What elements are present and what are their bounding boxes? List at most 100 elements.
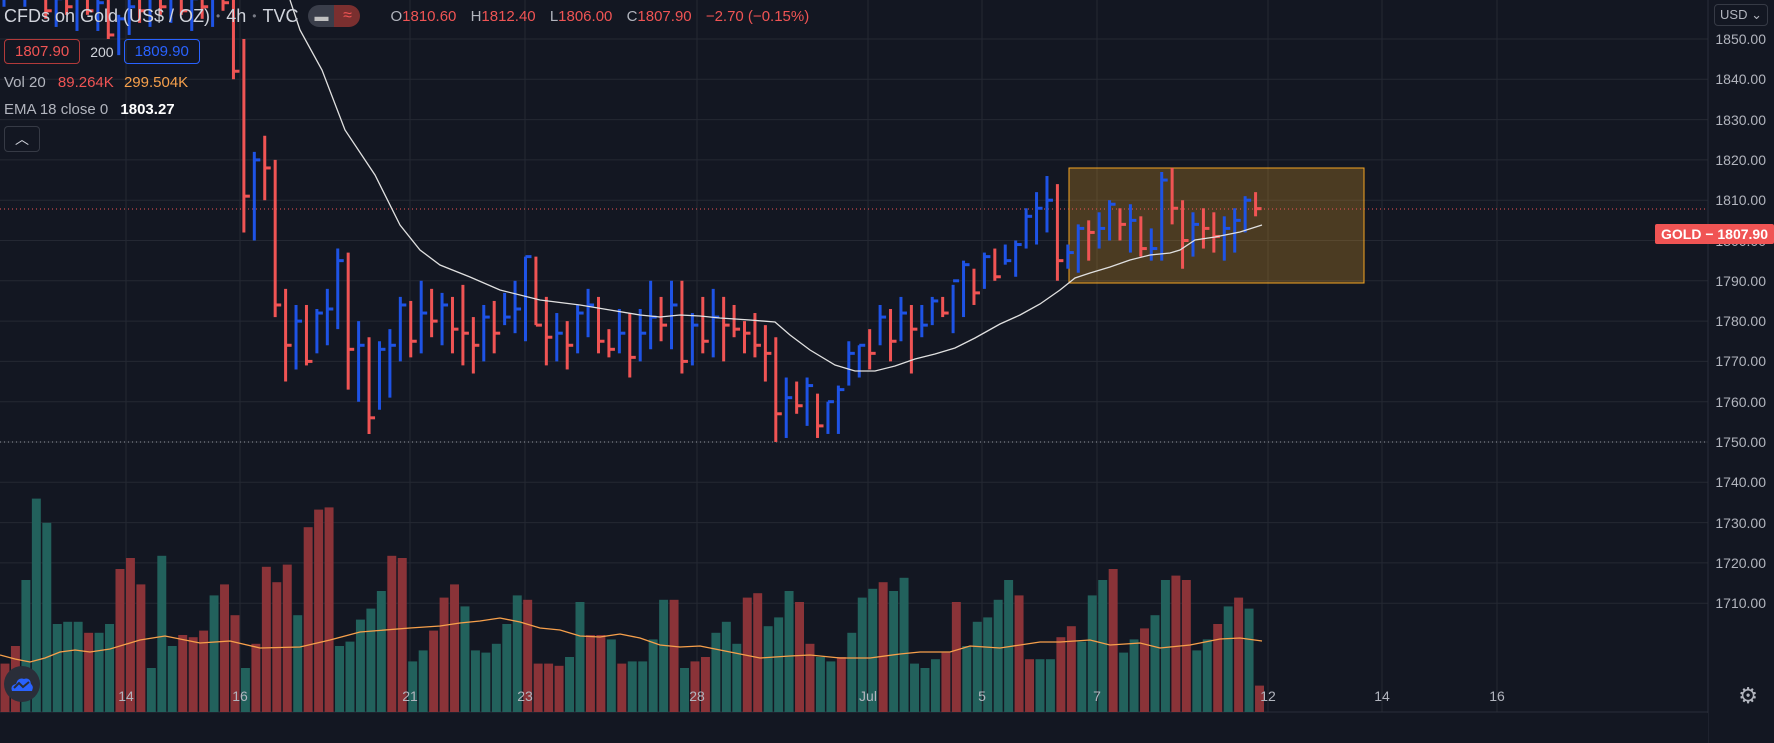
hide-icon[interactable]: ▬ [308,5,335,27]
volume-bar [146,668,156,712]
cloud-chart-icon [11,678,33,691]
ohlc-values: O1810.60 H1812.40 L1806.00 C1807.90 −2.7… [390,8,819,25]
ema-label: EMA 18 close 0 [4,101,109,118]
volume-bar [763,626,773,712]
separator-dot: • [252,9,257,23]
volume-bar [606,639,616,712]
volume-bar [554,665,564,712]
sell-button[interactable]: 1807.90 [4,39,81,64]
price-tick-label: 1770.00 [1715,353,1766,370]
volume-bar [345,641,355,712]
price-tick-label: 1710.00 [1715,595,1766,612]
volume-bar [324,507,334,712]
price-tick-label: 1790.00 [1715,272,1766,289]
currency-dropdown[interactable]: USD ⌄ [1714,4,1768,26]
volume-bar [1129,639,1139,712]
volume-ma-value: 299.504K [123,74,189,91]
volume-bar [42,522,52,712]
collapse-legend-button[interactable]: ︿ [4,126,40,152]
volume-bar [376,591,386,712]
volume-bar [920,668,930,712]
volume-bar [125,558,135,712]
volume-bar [889,591,899,712]
volume-bar [1171,575,1181,712]
volume-bar [105,624,114,712]
tradingview-logo[interactable] [4,666,40,702]
volume-bar [1066,626,1076,712]
volume-bar [1213,624,1223,712]
interval-label[interactable]: 4h [226,5,247,26]
volume-bar [826,661,836,712]
volume-bar [52,624,62,712]
volume-bar [491,643,501,712]
volume-bar [972,621,982,712]
volume-bar [659,599,669,712]
volume-bar [732,643,742,712]
time-tick-label: 28 [689,688,705,704]
last-price-label: GOLD − 1807.90 [1654,224,1774,244]
volume-bar [450,584,459,712]
volume-bar [31,498,41,712]
volume-bar [1150,615,1160,712]
ema-legend[interactable]: EMA 18 close 0 1803.27 [4,101,819,118]
separator-dot: • [216,9,221,23]
volume-bar [1035,659,1045,712]
volume-bar [21,580,31,712]
volume-bar [199,630,209,712]
volume-bar [188,637,198,712]
volume-bar [73,621,83,712]
time-tick-label: 16 [232,688,248,704]
volume-bar [1004,580,1014,712]
volume-bar [1077,641,1087,712]
buy-button[interactable]: 1809.90 [123,39,200,64]
volume-bar [293,615,303,712]
volume-bar [585,635,595,712]
volume-bar [753,593,763,712]
gear-icon[interactable]: ⚙ [1738,683,1758,708]
volume-bar [1223,606,1233,712]
volume-bar [282,564,292,712]
volume-bar [439,597,449,712]
price-tick-label: 1830.00 [1715,111,1766,128]
volume-bar [523,599,533,712]
volume-bar [836,657,846,712]
volume-bar [220,584,229,712]
wave-icon[interactable]: ≈ [334,5,361,27]
volume-bar [335,646,344,712]
time-tick-label: Jul [859,688,877,704]
volume-bar [209,595,219,712]
volume-bar [805,643,815,712]
currency-label: USD [1720,7,1748,22]
price-tick-label: 1760.00 [1715,393,1766,410]
volume-legend[interactable]: Vol 20 89.264K 299.504K [4,74,819,91]
volume-bar [565,657,574,712]
time-tick-label: 5 [978,688,986,704]
high-label: H [470,7,482,25]
symbol-title[interactable]: CFDs on Gold (US$ / OZ) [4,5,211,26]
trade-row: 1807.90 200 1809.90 [4,39,819,64]
volume-bar [847,632,857,712]
volume-bar [230,615,240,712]
volume-bar [1098,580,1108,712]
volume-bar [136,584,146,712]
price-tick-label: 1840.00 [1715,71,1766,88]
time-tick-label: 7 [1093,688,1101,704]
volume-bar [951,602,961,712]
time-tick-label: 12 [1260,688,1276,704]
price-tick-label: 1730.00 [1715,514,1766,531]
volume-bar [700,657,710,712]
price-tick-label: 1820.00 [1715,151,1766,168]
volume-bar [94,632,104,712]
price-tick-label: 1740.00 [1715,474,1766,491]
volume-bar [627,661,637,712]
volume-bar [84,632,94,712]
volume-bar [1087,595,1097,712]
change-value: −2.70 (−0.15%) [705,7,810,25]
chevron-up-icon: ︿ [15,131,29,147]
volume-bar [481,652,491,712]
time-tick-label: 14 [118,688,134,704]
volume-label: Vol 20 [4,74,46,91]
ema-line [289,0,1263,372]
legend-toggle[interactable]: ▬ ≈ [308,5,361,27]
